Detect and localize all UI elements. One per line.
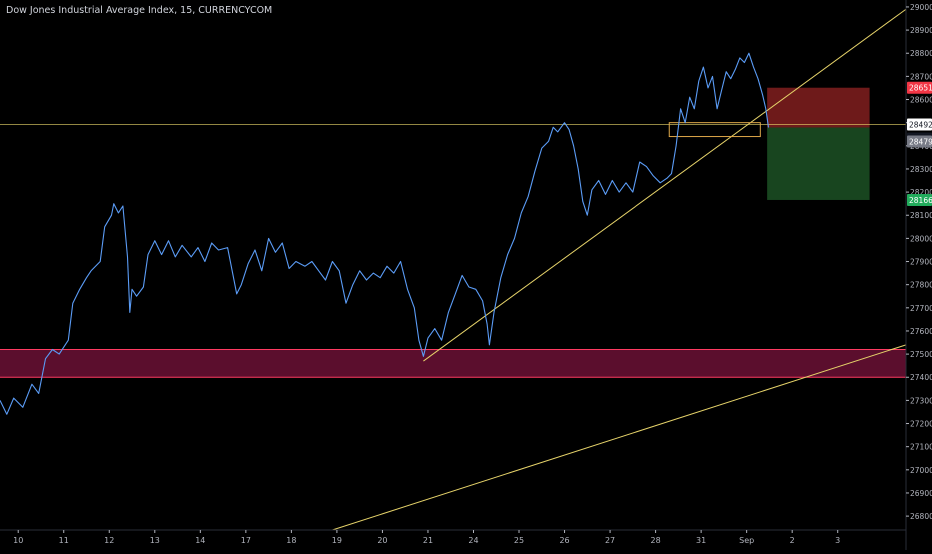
entry-price-tag-text: 28479 — [909, 138, 932, 147]
x-tick-label-13: 13 — [150, 536, 160, 545]
x-tick-label-14: 14 — [195, 536, 205, 545]
x-tick-label-25: 25 — [514, 536, 524, 545]
x-tick-label-19: 19 — [332, 536, 342, 545]
drawing-layer — [0, 8, 907, 531]
target-price-tag-text: 28166 — [909, 196, 932, 205]
y-tick-label-26800: 26800 — [910, 512, 932, 521]
x-tick-label-2: 2 — [790, 536, 795, 545]
y-tick-label-29000: 29000 — [910, 3, 932, 12]
y-tick-label-28200: 28200 — [910, 188, 932, 197]
y-tick-label-28700: 28700 — [910, 72, 932, 81]
x-tick-label-21: 21 — [423, 536, 433, 545]
entry-highlight-box — [668, 122, 761, 138]
take-profit-zone — [767, 127, 870, 200]
y-tick-label-28900: 28900 — [910, 26, 932, 35]
y-tick-label-28100: 28100 — [910, 211, 932, 220]
chart-title: Dow Jones Industrial Average Index, 15, … — [6, 5, 273, 16]
x-tick-label-18: 18 — [286, 536, 296, 545]
x-tick-label-27: 27 — [605, 536, 615, 545]
x-tick-label-12: 12 — [104, 536, 114, 545]
current-price-tag — [907, 118, 932, 131]
y-tick-label-27300: 27300 — [910, 396, 932, 405]
y-tick-label-26900: 26900 — [910, 489, 932, 498]
price-series-line — [0, 52, 770, 415]
trend-line-2 — [332, 344, 907, 531]
x-tick-label-28: 28 — [651, 536, 661, 545]
y-tick-label-27400: 27400 — [910, 373, 932, 382]
stop-loss-zone — [767, 87, 870, 128]
y-tick-label-27700: 27700 — [910, 304, 932, 313]
x-tick-label-3: 3 — [835, 536, 840, 545]
x-tick-label-10: 10 — [13, 536, 23, 545]
x-tick-label-20: 20 — [377, 536, 387, 545]
x-tick-label-Sep: Sep — [739, 536, 754, 545]
y-tick-label-27900: 27900 — [910, 258, 932, 267]
x-tick-label-26: 26 — [559, 536, 569, 545]
y-tick-label-27600: 27600 — [910, 327, 932, 336]
stop-price-tag — [907, 81, 932, 94]
trend-line-1 — [423, 8, 907, 362]
y-tick-label-27100: 27100 — [910, 443, 932, 452]
x-tick-label-17: 17 — [241, 536, 251, 545]
x-tick-label-11: 11 — [59, 536, 69, 545]
y-tick-label-28800: 28800 — [910, 49, 932, 58]
y-tick-label-27800: 27800 — [910, 281, 932, 290]
x-tick-label-31: 31 — [696, 536, 706, 545]
y-tick-label-28300: 28300 — [910, 165, 932, 174]
price-layer — [0, 52, 770, 415]
x-axis[interactable]: 10 11 12 13 14 17 18 19 20 21 24 25 26 27 28 31 Sep 2 3 — [0, 529, 906, 545]
x-tick-label-24: 24 — [468, 536, 478, 545]
entry-price-tag — [907, 135, 932, 148]
y-tick-label-27200: 27200 — [910, 420, 932, 429]
current-price-tag-text: 28492 — [909, 121, 932, 130]
y-tick-label-27500: 27500 — [910, 350, 932, 359]
target-price-tag — [907, 193, 932, 206]
zones-layer — [0, 87, 906, 378]
y-tick-label-27000: 27000 — [910, 466, 932, 475]
y-tick-label-28600: 28600 — [910, 96, 932, 105]
y-tick-label-28000: 28000 — [910, 234, 932, 243]
stop-price-tag-text: 28651 — [909, 84, 932, 93]
price-labels: 286512849206:382847928166 — [907, 81, 932, 206]
support-zone — [0, 349, 906, 378]
